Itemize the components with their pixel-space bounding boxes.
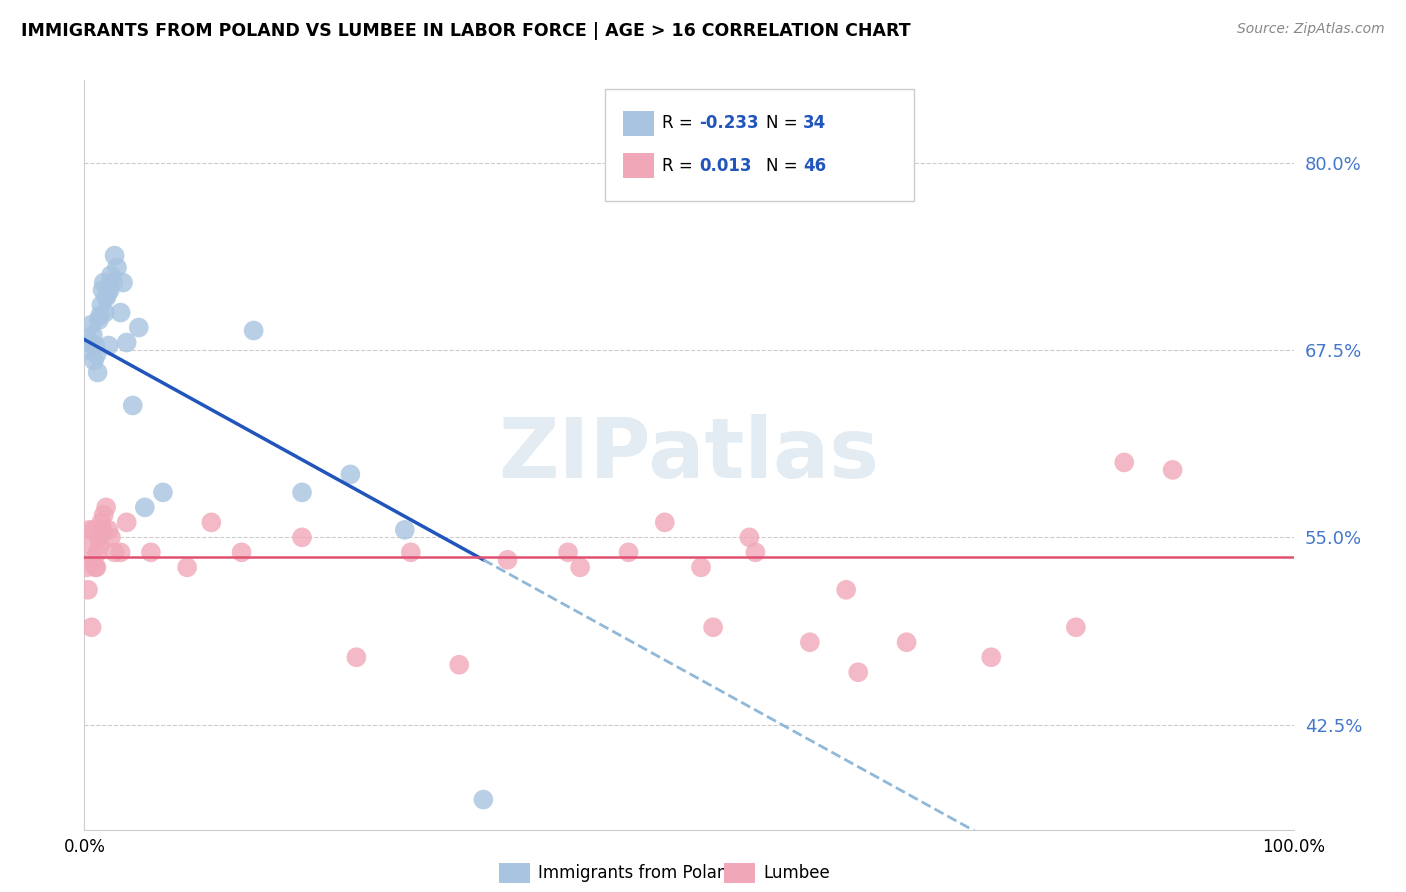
Point — [835, 582, 858, 597]
Point — [291, 485, 314, 500]
Text: -0.233: -0.233 — [699, 114, 758, 132]
Point — [90, 516, 112, 530]
Point — [690, 560, 713, 574]
Text: Lumbee: Lumbee — [763, 864, 830, 882]
Point — [110, 545, 132, 559]
Point — [86, 366, 108, 380]
Point — [896, 635, 918, 649]
Point — [104, 249, 127, 263]
Point — [399, 545, 422, 559]
Point — [83, 523, 105, 537]
Point — [112, 276, 135, 290]
Point — [231, 545, 253, 559]
Point — [77, 523, 100, 537]
Point — [242, 324, 264, 338]
Point — [496, 553, 519, 567]
Text: ZIPatlas: ZIPatlas — [499, 415, 879, 495]
Point — [200, 516, 222, 530]
Point — [84, 560, 107, 574]
Point — [97, 338, 120, 352]
Point — [339, 467, 361, 482]
Point — [98, 283, 121, 297]
Text: R =: R = — [662, 114, 699, 132]
Point — [1161, 463, 1184, 477]
Point — [97, 523, 120, 537]
Point — [84, 338, 107, 352]
Point — [557, 545, 579, 559]
Point — [654, 516, 676, 530]
Point — [93, 276, 115, 290]
Point — [90, 298, 112, 312]
Point — [79, 538, 101, 552]
Point — [94, 305, 117, 319]
Point — [87, 313, 110, 327]
Text: Immigrants from Poland: Immigrants from Poland — [538, 864, 738, 882]
Point — [738, 530, 761, 544]
Text: 46: 46 — [803, 157, 825, 175]
Text: 0.013: 0.013 — [699, 157, 751, 175]
Point — [89, 538, 111, 552]
Point — [980, 650, 1002, 665]
Text: N =: N = — [766, 157, 803, 175]
Text: N =: N = — [766, 114, 803, 132]
Point — [134, 500, 156, 515]
Point — [100, 530, 122, 544]
Point — [80, 318, 103, 332]
Text: R =: R = — [662, 157, 699, 175]
Point — [104, 545, 127, 559]
Point — [1064, 620, 1087, 634]
Point — [83, 353, 105, 368]
Point — [77, 343, 100, 357]
Point — [744, 545, 766, 559]
Point — [91, 283, 114, 297]
Point — [86, 560, 108, 574]
Text: 34: 34 — [803, 114, 827, 132]
Point — [152, 485, 174, 500]
Point — [846, 665, 869, 680]
Point — [79, 335, 101, 350]
Point — [76, 560, 98, 574]
Point — [93, 508, 115, 522]
Point — [80, 620, 103, 634]
Point — [94, 500, 117, 515]
Point — [121, 399, 143, 413]
Point — [346, 650, 368, 665]
Point — [139, 545, 162, 559]
Point — [291, 530, 314, 544]
Point — [702, 620, 724, 634]
Point — [86, 545, 108, 559]
Point — [89, 309, 111, 323]
Point — [128, 320, 150, 334]
Point — [96, 287, 118, 301]
Point — [569, 560, 592, 574]
Text: Source: ZipAtlas.com: Source: ZipAtlas.com — [1237, 22, 1385, 37]
Point — [77, 582, 100, 597]
Point — [105, 260, 128, 275]
Point — [799, 635, 821, 649]
Point — [1114, 455, 1136, 469]
Point — [472, 792, 495, 806]
Point — [394, 523, 416, 537]
Point — [115, 335, 138, 350]
Point — [82, 553, 104, 567]
Point — [617, 545, 640, 559]
Point — [82, 328, 104, 343]
Point — [86, 347, 108, 361]
Point — [100, 268, 122, 282]
Point — [115, 516, 138, 530]
Point — [94, 291, 117, 305]
Point — [110, 305, 132, 319]
Point — [176, 560, 198, 574]
Point — [91, 523, 114, 537]
Point — [87, 530, 110, 544]
Text: IMMIGRANTS FROM POLAND VS LUMBEE IN LABOR FORCE | AGE > 16 CORRELATION CHART: IMMIGRANTS FROM POLAND VS LUMBEE IN LABO… — [21, 22, 911, 40]
Point — [449, 657, 471, 672]
Point — [103, 276, 125, 290]
